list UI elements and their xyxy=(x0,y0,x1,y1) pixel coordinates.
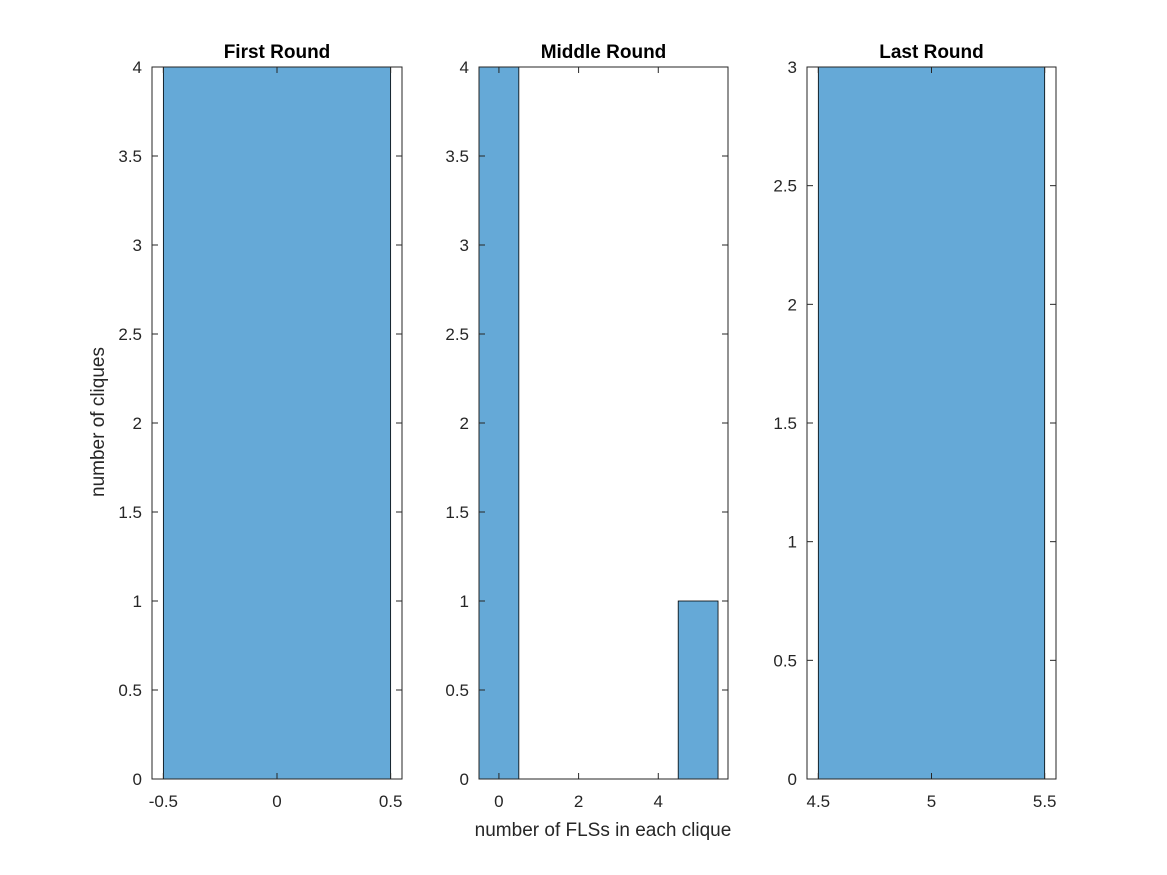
middle-round-bar-2 xyxy=(677,600,719,780)
middle-round-ytick-label: 1.5 xyxy=(445,503,469,522)
middle-round-ytick-label: 3.5 xyxy=(445,147,469,166)
middle-round-ytick-label: 1 xyxy=(460,592,469,611)
middle-round-xtick-label: 4 xyxy=(654,792,663,811)
middle-round-ytick-label: 2.5 xyxy=(445,325,469,344)
first-round-ytick-label: 2 xyxy=(133,414,142,433)
middle-round-xtick-label: 2 xyxy=(574,792,583,811)
first-round-panel: 0 0.5 1 1.5 2 2.5 3 3.5 4 -0.5 0 0.5 First Round xyxy=(118,42,403,811)
middle-round-ytick-label: 0 xyxy=(460,770,469,789)
last-round-xtick-label: 4.5 xyxy=(806,792,830,811)
subplots: 0 0.5 1 1.5 2 2.5 3 3.5 4 -0.5 0 0.5 First Round 0 0.5… xyxy=(118,42,1056,811)
last-round-ytick-label: 0 xyxy=(788,770,797,789)
last-round-bar-1 xyxy=(817,66,1046,780)
middle-round-xtick-label: 0 xyxy=(494,792,503,811)
last-round-ytick-label: 2.5 xyxy=(773,177,797,196)
last-round-ytick-label: 1.5 xyxy=(773,414,797,433)
first-round-xtick-label: 0.5 xyxy=(379,792,403,811)
first-round-xtick-label: -0.5 xyxy=(149,792,178,811)
last-round-xtick-label: 5 xyxy=(927,792,936,811)
first-round-ytick-label: 1.5 xyxy=(118,503,142,522)
middle-round-panel: 0 0.5 1 1.5 2 2.5 3 3.5 4 0 2 4 Middle Round xyxy=(445,42,729,811)
first-round-ytick-label: 3.5 xyxy=(118,147,142,166)
shared-y-axis-label: number of cliques xyxy=(88,347,109,497)
first-round-ytick-label: 1 xyxy=(133,592,142,611)
middle-round-bar-1 xyxy=(478,66,520,780)
first-round-xtick-label: 0 xyxy=(272,792,281,811)
first-round-title: First Round xyxy=(224,42,331,63)
middle-round-ytick-label: 2 xyxy=(460,414,469,433)
last-round-ytick-label: 1 xyxy=(788,533,797,552)
first-round-ytick-label: 2.5 xyxy=(118,325,142,344)
last-round-panel: 0 0.5 1 1.5 2 2.5 3 4.5 5 5.5 Last Round xyxy=(773,42,1056,811)
first-round-ytick-label: 4 xyxy=(133,58,142,77)
last-round-xtick-label: 5.5 xyxy=(1033,792,1057,811)
middle-round-ytick-label: 0.5 xyxy=(445,681,469,700)
shared-x-axis-label: number of FLSs in each clique xyxy=(475,820,732,841)
first-round-ytick-label: 0.5 xyxy=(118,681,142,700)
middle-round-ytick-label: 4 xyxy=(460,58,469,77)
middle-round-ytick-label: 3 xyxy=(460,236,469,255)
first-round-ytick-label: 0 xyxy=(133,770,142,789)
last-round-ytick-label: 0.5 xyxy=(773,651,797,670)
middle-round-title: Middle Round xyxy=(541,42,667,63)
last-round-ytick-label: 3 xyxy=(788,58,797,77)
last-round-ytick-label: 2 xyxy=(788,295,797,314)
last-round-title: Last Round xyxy=(879,42,984,63)
first-round-bar-1 xyxy=(162,66,392,780)
first-round-ytick-label: 3 xyxy=(133,236,142,255)
